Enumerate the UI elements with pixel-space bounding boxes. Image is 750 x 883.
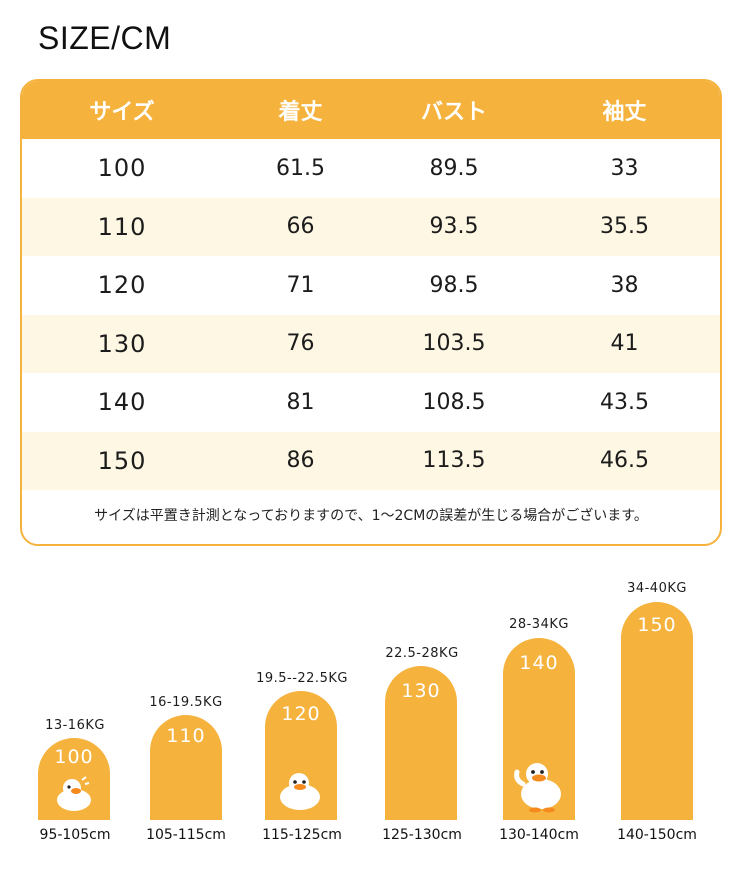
- cell-sleeve: 41: [610, 331, 639, 357]
- cell-size: 100: [97, 154, 147, 183]
- weight-label: 19.5--22.5KG: [256, 671, 348, 686]
- cell-sleeve: 35.5: [600, 214, 649, 240]
- measurement-note: サイズは平置き計測となっておりますので、1～2CMの誤差が生じる場合がございます…: [94, 508, 648, 524]
- table-header: サイズ 着丈 バスト 袖丈: [22, 81, 720, 139]
- duck-icon: [280, 773, 320, 810]
- cell-bust: 93.5: [429, 214, 479, 240]
- cell-size: 150: [97, 446, 147, 475]
- cell-length: 66: [286, 214, 315, 240]
- height-label: 130-140cm: [499, 827, 579, 843]
- size-table: サイズ 着丈 バスト 袖丈 100 61.5 89.5 33 110 66 93…: [20, 79, 722, 546]
- size-label: 100: [54, 746, 94, 768]
- height-label: 105-115cm: [146, 827, 226, 843]
- cell-sleeve: 33: [610, 155, 639, 181]
- weight-label: 16-19.5KG: [149, 695, 223, 710]
- table-row: 130 76 103.5 41: [22, 314, 720, 373]
- header-length: 着丈: [278, 100, 323, 125]
- table-row: 150 86 113.5 46.5: [22, 431, 720, 490]
- size-bar-150: 150: [621, 602, 693, 820]
- table-row: 100 61.5 89.5 33: [22, 139, 720, 198]
- cell-length: 71: [286, 272, 315, 298]
- header-bust: バスト: [420, 100, 487, 125]
- table-row: 120 71 98.5 38: [22, 256, 720, 315]
- height-label: 125-130cm: [382, 827, 462, 843]
- size-label: 120: [281, 703, 321, 725]
- size-label: 130: [401, 680, 441, 702]
- duck-icon: [57, 776, 91, 811]
- weight-label: 28-34KG: [509, 617, 569, 632]
- height-label: 115-125cm: [262, 827, 342, 843]
- size-bar-110: 110: [150, 715, 222, 820]
- size-label: 150: [637, 614, 677, 636]
- size-bar-130: 130: [385, 666, 457, 820]
- weight-label: 22.5-28KG: [385, 646, 459, 661]
- size-bar-120: 120: [265, 691, 337, 820]
- cell-length: 76: [286, 331, 315, 357]
- table-body: 100 61.5 89.5 33 110 66 93.5 35.5 120 71…: [22, 139, 720, 490]
- header-size: サイズ: [89, 100, 155, 125]
- height-label: 95-105cm: [39, 827, 111, 843]
- header-sleeve: 袖丈: [602, 100, 647, 125]
- weight-label: 13-16KG: [45, 718, 105, 733]
- page-title: SIZE/CM: [38, 20, 172, 56]
- cell-sleeve: 46.5: [600, 448, 649, 474]
- size-label: 110: [166, 725, 206, 747]
- table-row: 110 66 93.5 35.5: [22, 197, 720, 256]
- cell-sleeve: 43.5: [600, 389, 649, 415]
- cell-length: 61.5: [276, 155, 325, 181]
- cell-size: 110: [97, 212, 147, 241]
- cell-sleeve: 38: [610, 272, 639, 298]
- cell-bust: 113.5: [422, 448, 486, 474]
- cell-size: 130: [97, 329, 147, 358]
- size-bar-100: 100: [38, 738, 110, 820]
- cell-size: 120: [97, 271, 147, 300]
- cell-bust: 103.5: [422, 331, 486, 357]
- height-label: 140-150cm: [617, 827, 697, 843]
- duck-icon: [514, 763, 561, 813]
- cell-bust: 89.5: [429, 155, 479, 181]
- table-row: 140 81 108.5 43.5: [22, 373, 720, 432]
- cell-length: 86: [286, 448, 315, 474]
- size-label: 140: [519, 652, 559, 674]
- size-guide: 13-16KG 100 95-105cm 16-19.5KG 110 105-1…: [0, 560, 750, 883]
- cell-bust: 108.5: [422, 389, 486, 415]
- cell-length: 81: [286, 389, 315, 415]
- cell-bust: 98.5: [429, 272, 479, 298]
- weight-label: 34-40KG: [627, 581, 687, 596]
- size-bar-140: 140: [503, 638, 575, 820]
- cell-size: 140: [97, 388, 147, 417]
